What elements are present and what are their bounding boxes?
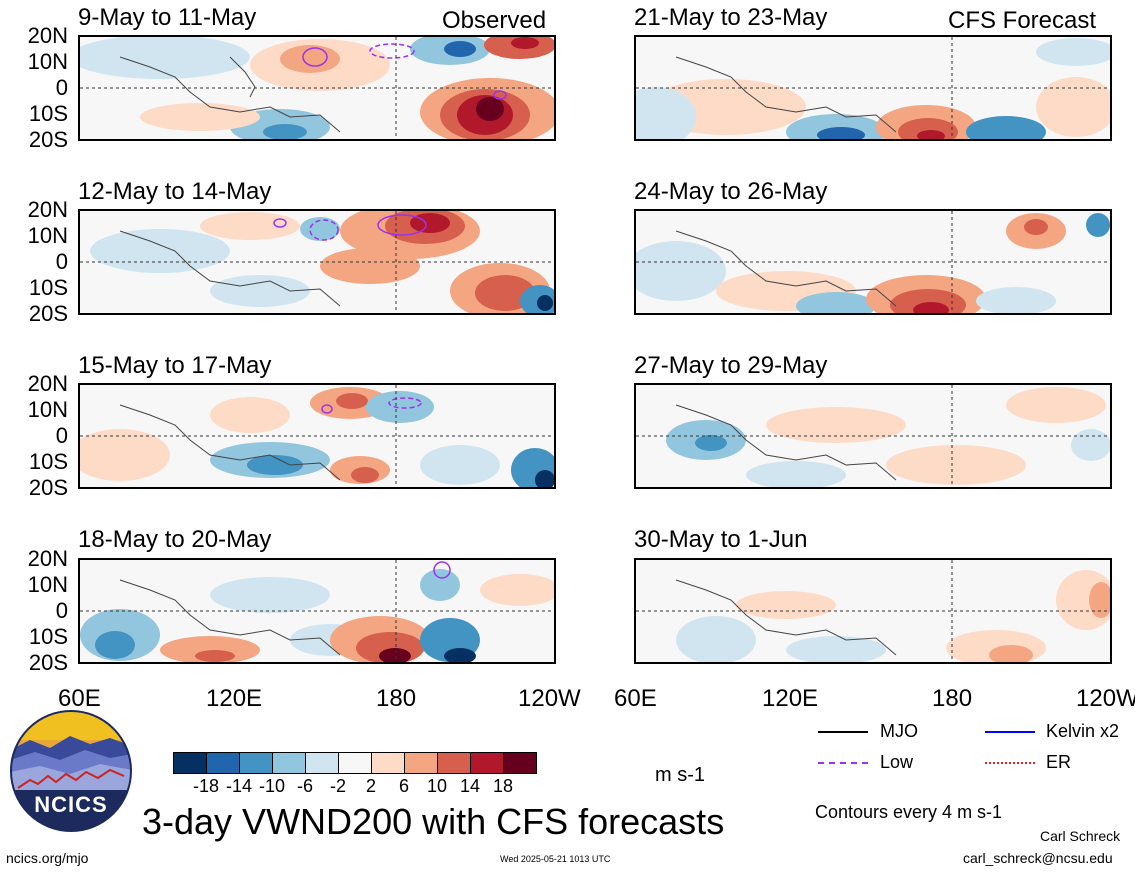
er-legend-label: ER xyxy=(1046,752,1072,772)
lat-label: 20N xyxy=(27,23,68,48)
colorbar-tick-label: -2 xyxy=(329,776,346,796)
lat-label: 10S xyxy=(28,101,68,126)
colorbar-swatch xyxy=(404,753,437,773)
site-url: ncics.org/mjo xyxy=(6,850,89,866)
colorbar-tick-label: -6 xyxy=(296,776,313,796)
lat-label: 10S xyxy=(28,275,68,300)
panel-title-6: 27-May to 29-May xyxy=(634,352,828,379)
wind-anomaly-field xyxy=(636,385,1110,487)
colorbar xyxy=(173,752,537,774)
panel-title-5: 15-May to 17-May xyxy=(78,352,272,379)
logo-text: NCICS xyxy=(34,792,108,817)
lat-label: 20S xyxy=(28,475,68,500)
author-email: carl_schreck@ncsu.edu xyxy=(963,850,1113,866)
map-panel-forecast-1 xyxy=(634,35,1112,141)
map-panel-forecast-3 xyxy=(634,383,1112,489)
lat-label: 20S xyxy=(28,127,68,152)
lon-label: 60E xyxy=(614,685,657,712)
cfs-forecast-label: CFS Forecast xyxy=(948,7,1097,34)
colorbar-swatch xyxy=(470,753,503,773)
colorbar-swatch xyxy=(437,753,470,773)
lat-label: 0 xyxy=(55,598,68,623)
lon-label: 120E xyxy=(762,685,819,712)
colorbar-swatch xyxy=(272,753,305,773)
lat-label: 0 xyxy=(55,249,68,274)
colorbar-tick-label: -10 xyxy=(258,776,285,796)
map-panel-observed-3 xyxy=(78,383,556,489)
colorbar-swatch xyxy=(305,753,338,773)
kelvin-legend-label: Kelvin x2 xyxy=(1046,721,1120,741)
observed-label: Observed xyxy=(442,7,547,34)
colorbar-tick-label: 18 xyxy=(492,776,514,796)
ncics-logo: NCICS xyxy=(10,710,132,832)
lat-label: 10N xyxy=(27,223,68,248)
wind-anomaly-field xyxy=(80,211,554,313)
kelvin-legend-line xyxy=(985,731,1035,733)
map-panel-observed-2 xyxy=(78,209,556,315)
lat-label: 10S xyxy=(28,449,68,474)
mjo-legend-line xyxy=(818,731,868,733)
map-panel-forecast-2 xyxy=(634,209,1112,315)
colorbar-tick-label: -14 xyxy=(225,776,252,796)
lat-label: 0 xyxy=(55,75,68,100)
wind-anomaly-field xyxy=(80,385,554,487)
low-legend-line xyxy=(818,762,868,764)
map-panel-forecast-4 xyxy=(634,558,1112,664)
colorbar-swatch xyxy=(239,753,272,773)
timestamp: Wed 2025-05-21 1013 UTC xyxy=(500,854,611,864)
wind-anomaly-field xyxy=(80,37,554,139)
colorbar-tick-label: 10 xyxy=(426,776,448,796)
wind-anomaly-field xyxy=(636,560,1110,662)
panel-title-8: 30-May to 1-Jun xyxy=(634,526,808,553)
lat-label: 10N xyxy=(27,572,68,597)
wind-anomaly-field xyxy=(636,37,1110,139)
contours-note: Contours every 4 m s-1 xyxy=(815,802,1003,822)
author-name: Carl Schreck xyxy=(1040,828,1121,844)
wind-anomaly-field xyxy=(636,211,1110,313)
panel-title-3: 12-May to 14-May xyxy=(78,178,272,205)
colorbar-tick-label: 2 xyxy=(365,776,376,796)
lat-label: 20S xyxy=(28,301,68,326)
lat-label: 10N xyxy=(27,49,68,74)
main-title: 3-day VWND200 with CFS forecasts xyxy=(142,801,725,842)
colorbar-unit: m s-1 xyxy=(655,764,705,786)
map-panel-observed-4 xyxy=(78,558,556,664)
lon-label: 180 xyxy=(376,685,417,712)
colorbar-tick-label: 14 xyxy=(459,776,481,796)
lat-label: 10N xyxy=(27,397,68,422)
panel-title-1: 9-May to 11-May xyxy=(78,4,257,31)
colorbar-swatch xyxy=(503,753,536,773)
panel-title-2: 21-May to 23-May xyxy=(634,4,828,31)
lon-label: 120W xyxy=(1076,686,1135,712)
map-panel-observed-1 xyxy=(78,35,556,141)
colorbar-swatch xyxy=(338,753,371,773)
lat-label: 20S xyxy=(28,650,68,675)
colorbar-swatch xyxy=(371,753,404,773)
low-legend-label: Low xyxy=(880,752,914,772)
colorbar-swatch xyxy=(206,753,239,773)
lon-label: 180 xyxy=(932,685,973,712)
lon-label: 120W xyxy=(518,685,581,712)
lat-label: 10S xyxy=(28,624,68,649)
mjo-legend-label: MJO xyxy=(880,721,918,741)
lat-label: 20N xyxy=(27,371,68,396)
panel-title-4: 24-May to 26-May xyxy=(634,178,828,205)
er-legend-line xyxy=(985,762,1035,764)
panel-title-7: 18-May to 20-May xyxy=(78,526,272,553)
lat-label: 20N xyxy=(27,197,68,222)
wind-anomaly-field xyxy=(80,560,554,662)
lat-label: 20N xyxy=(27,546,68,571)
lon-label: 120E xyxy=(206,685,263,712)
lon-label: 60E xyxy=(58,685,101,712)
colorbar-tick-label: -18 xyxy=(192,776,219,796)
colorbar-swatch xyxy=(174,753,206,773)
lat-label: 0 xyxy=(55,423,68,448)
colorbar-tick-label: 6 xyxy=(398,776,409,796)
